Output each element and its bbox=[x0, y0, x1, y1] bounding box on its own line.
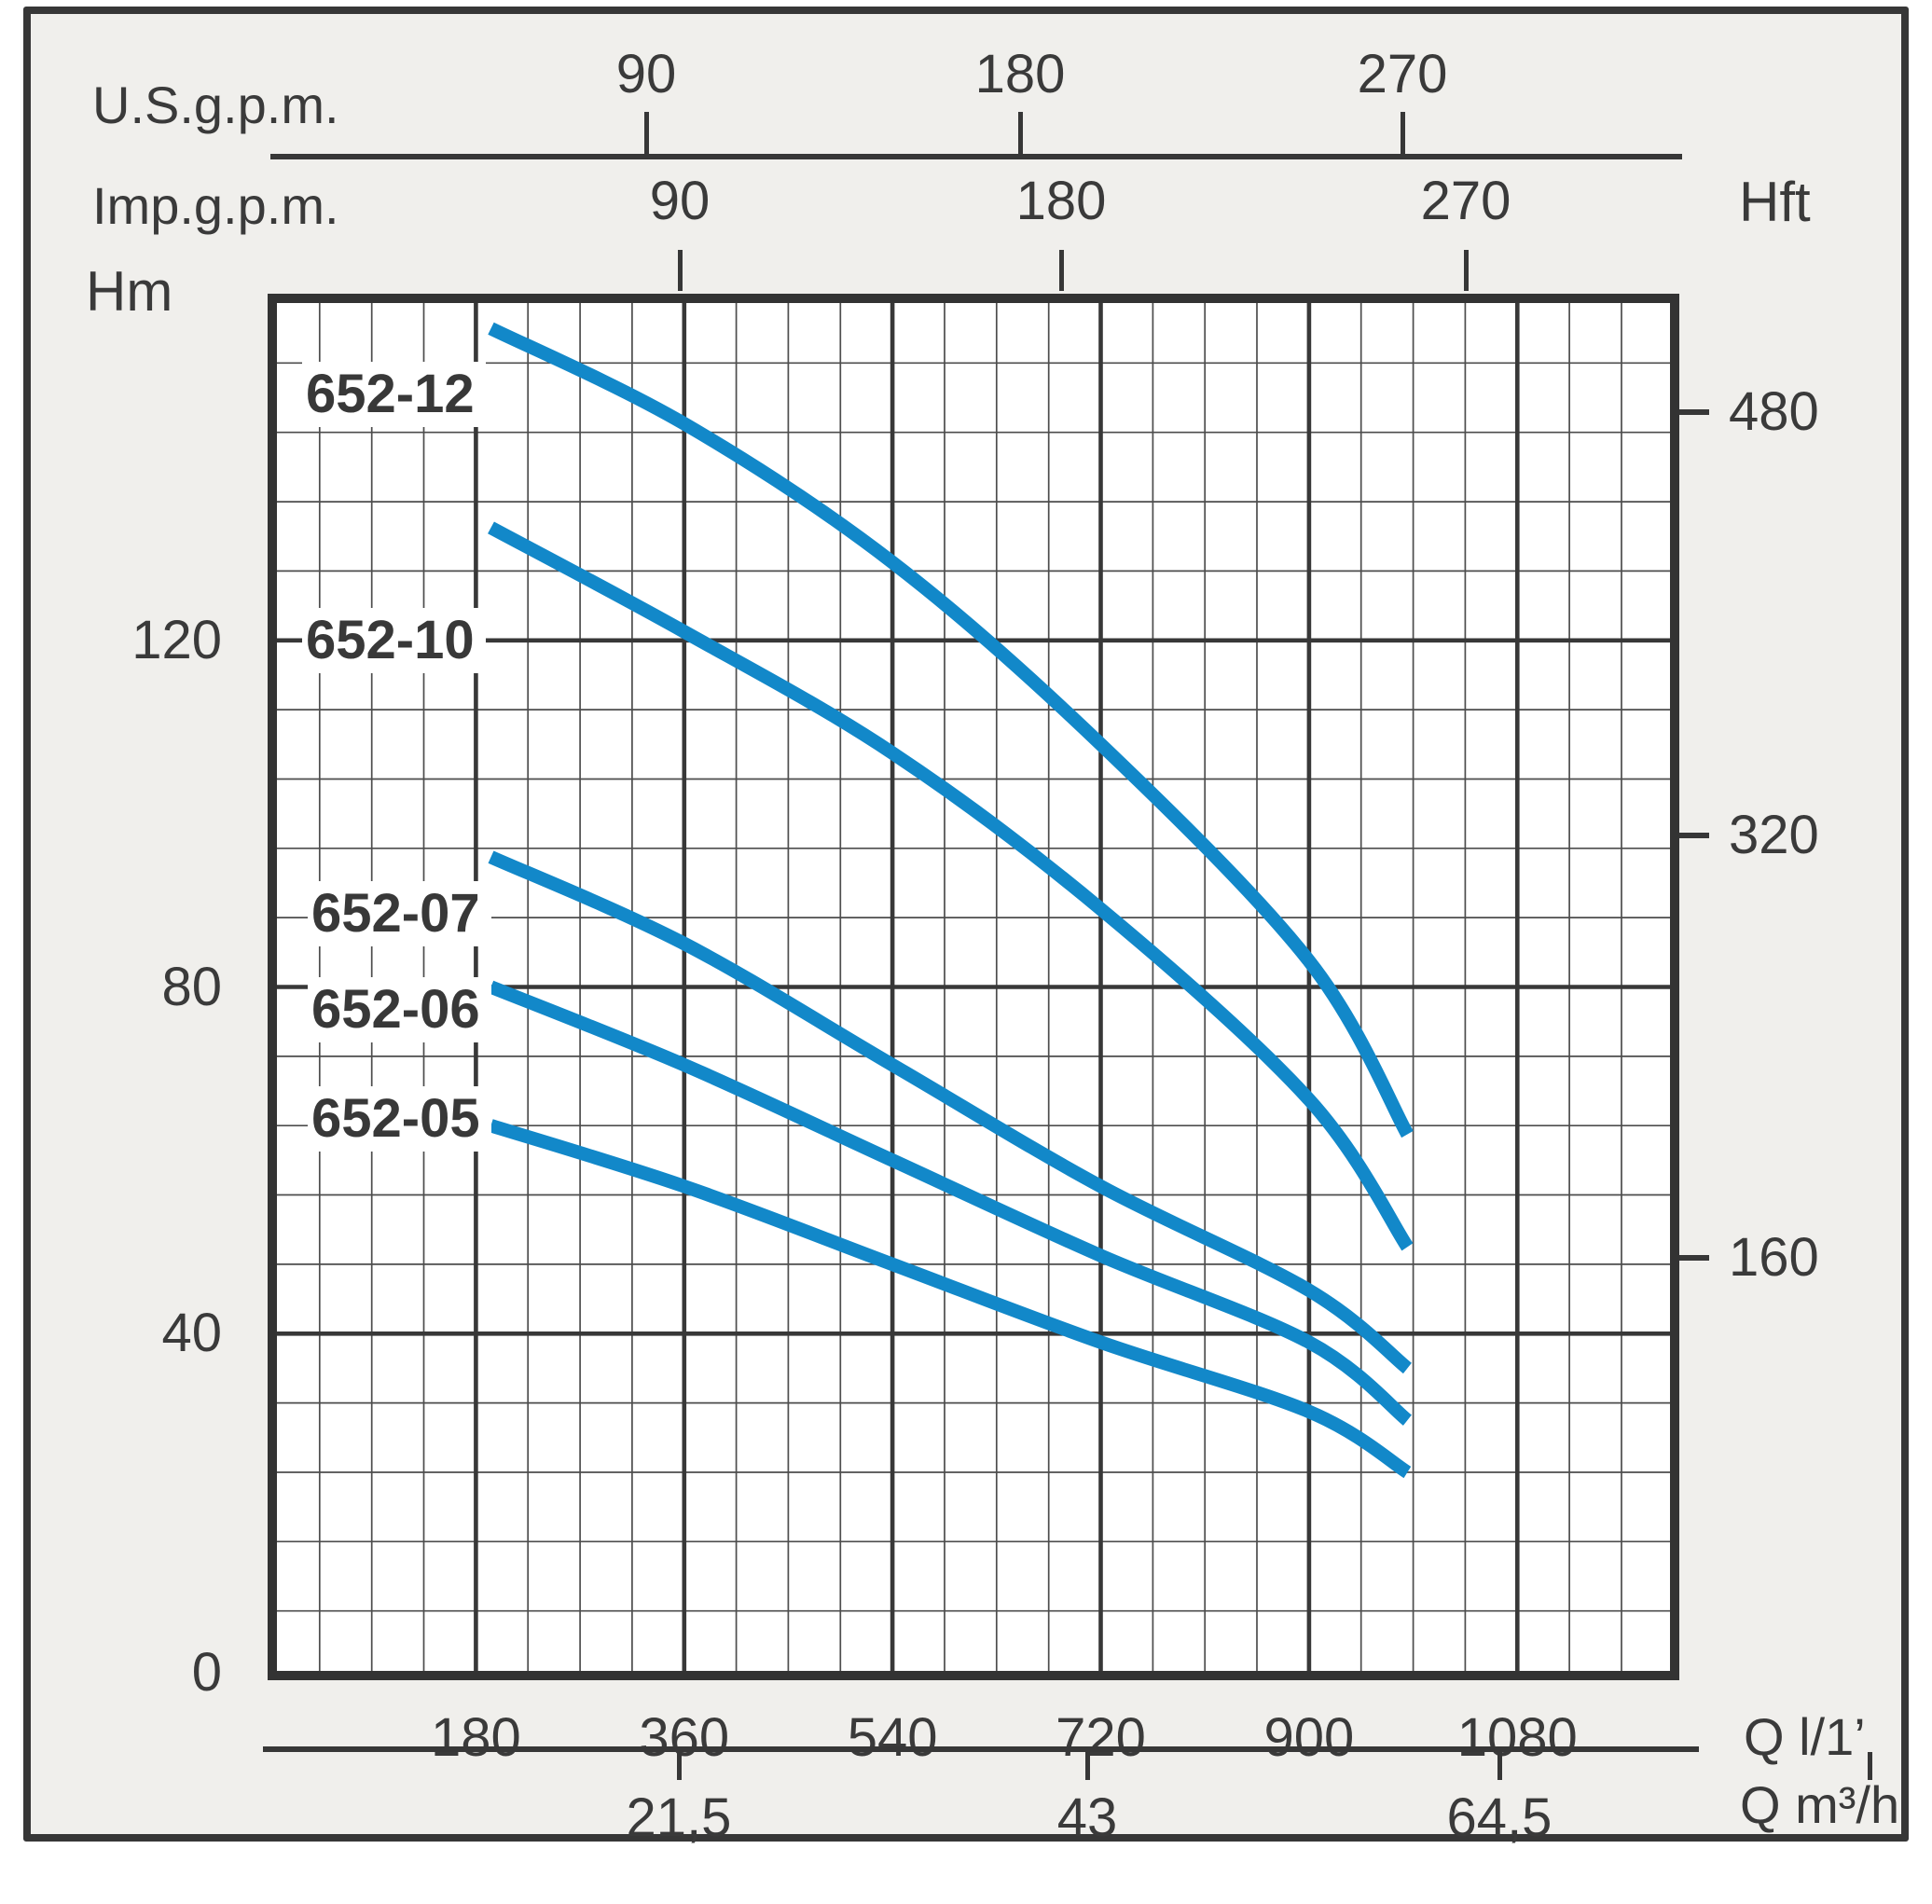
curve-652-10 bbox=[488, 521, 1414, 1251]
imp-gpm-axis-label: Imp.g.p.m. bbox=[92, 176, 339, 235]
us-gpm-tick-label: 270 bbox=[1357, 44, 1448, 104]
plot-area bbox=[268, 294, 1679, 1680]
imp-gpm-tick-label: 180 bbox=[1015, 171, 1107, 231]
flow-m3h-tick bbox=[676, 1752, 682, 1780]
curve-652-05 bbox=[489, 1119, 1412, 1479]
flow-lmin-axis-label: Q l/1’ bbox=[1744, 1707, 1866, 1766]
flow-m3h-tick bbox=[1084, 1752, 1090, 1780]
head-ft-tick bbox=[1679, 1254, 1709, 1261]
flow-m3h-end-tick bbox=[1867, 1752, 1872, 1780]
us-gpm-tick bbox=[643, 112, 649, 154]
flow-m3h-axis-line bbox=[263, 1746, 1699, 1752]
curve-label-652-12: 652-12 bbox=[302, 362, 486, 427]
curve-label-652-06: 652-06 bbox=[308, 977, 491, 1042]
head-ft-tick-label: 480 bbox=[1729, 381, 1819, 443]
flow-lmin-tick-label: 900 bbox=[1263, 1707, 1355, 1768]
flow-lmin-tick-label: 180 bbox=[430, 1707, 521, 1768]
head-ft-axis-label: Hft bbox=[1739, 171, 1811, 233]
head-m-tick-label: 120 bbox=[131, 609, 222, 670]
flow-lmin-tick-label: 540 bbox=[847, 1707, 938, 1768]
us-gpm-tick bbox=[1400, 112, 1405, 154]
flow-m3h-tick-label: 21,5 bbox=[626, 1787, 732, 1848]
flow-lmin-tick-label: 1080 bbox=[1456, 1707, 1578, 1768]
imp-gpm-tick bbox=[1463, 250, 1469, 291]
us-gpm-axis-line bbox=[270, 154, 1682, 159]
us-gpm-tick-label: 180 bbox=[974, 44, 1066, 104]
head-m-tick-label: 0 bbox=[191, 1642, 222, 1703]
flow-m3h-tick bbox=[1497, 1752, 1502, 1780]
head-ft-tick bbox=[1679, 409, 1709, 416]
flow-lmin-tick-label: 720 bbox=[1056, 1707, 1146, 1768]
flow-lmin-tick-label: 360 bbox=[639, 1707, 730, 1768]
imp-gpm-tick-label: 90 bbox=[649, 171, 711, 231]
curve-652-12 bbox=[488, 322, 1414, 1138]
curve-652-06 bbox=[488, 980, 1413, 1426]
head-ft-tick bbox=[1679, 832, 1709, 838]
head-m-axis-label: Hm bbox=[86, 260, 173, 323]
figure-frame: U.S.g.p.m. 90 180 270 Imp.g.p.m. 90 180 270 … bbox=[23, 7, 1909, 1848]
head-m-tick-label: 40 bbox=[161, 1303, 222, 1364]
us-gpm-axis-label: U.S.g.p.m. bbox=[92, 76, 339, 134]
curve-label-652-05: 652-05 bbox=[308, 1086, 491, 1152]
curve-label-652-07: 652-07 bbox=[308, 881, 491, 946]
us-gpm-tick-label: 90 bbox=[615, 44, 677, 104]
head-ft-tick-label: 160 bbox=[1729, 1226, 1819, 1288]
flow-m3h-tick-label: 43 bbox=[1056, 1787, 1118, 1848]
us-gpm-tick bbox=[1017, 112, 1023, 154]
imp-gpm-tick-label: 270 bbox=[1420, 171, 1511, 231]
imp-gpm-tick bbox=[677, 250, 683, 291]
head-m-tick-label: 80 bbox=[161, 956, 222, 1017]
curve-652-07 bbox=[488, 850, 1412, 1374]
imp-gpm-tick bbox=[1058, 250, 1064, 291]
plot-border bbox=[268, 294, 1679, 1680]
head-ft-tick-label: 320 bbox=[1729, 804, 1819, 865]
curve-label-652-10: 652-10 bbox=[302, 608, 486, 673]
flow-m3h-tick-label: 64,5 bbox=[1446, 1787, 1552, 1848]
flow-m3h-axis-label: Q m³/h bbox=[1740, 1775, 1900, 1834]
